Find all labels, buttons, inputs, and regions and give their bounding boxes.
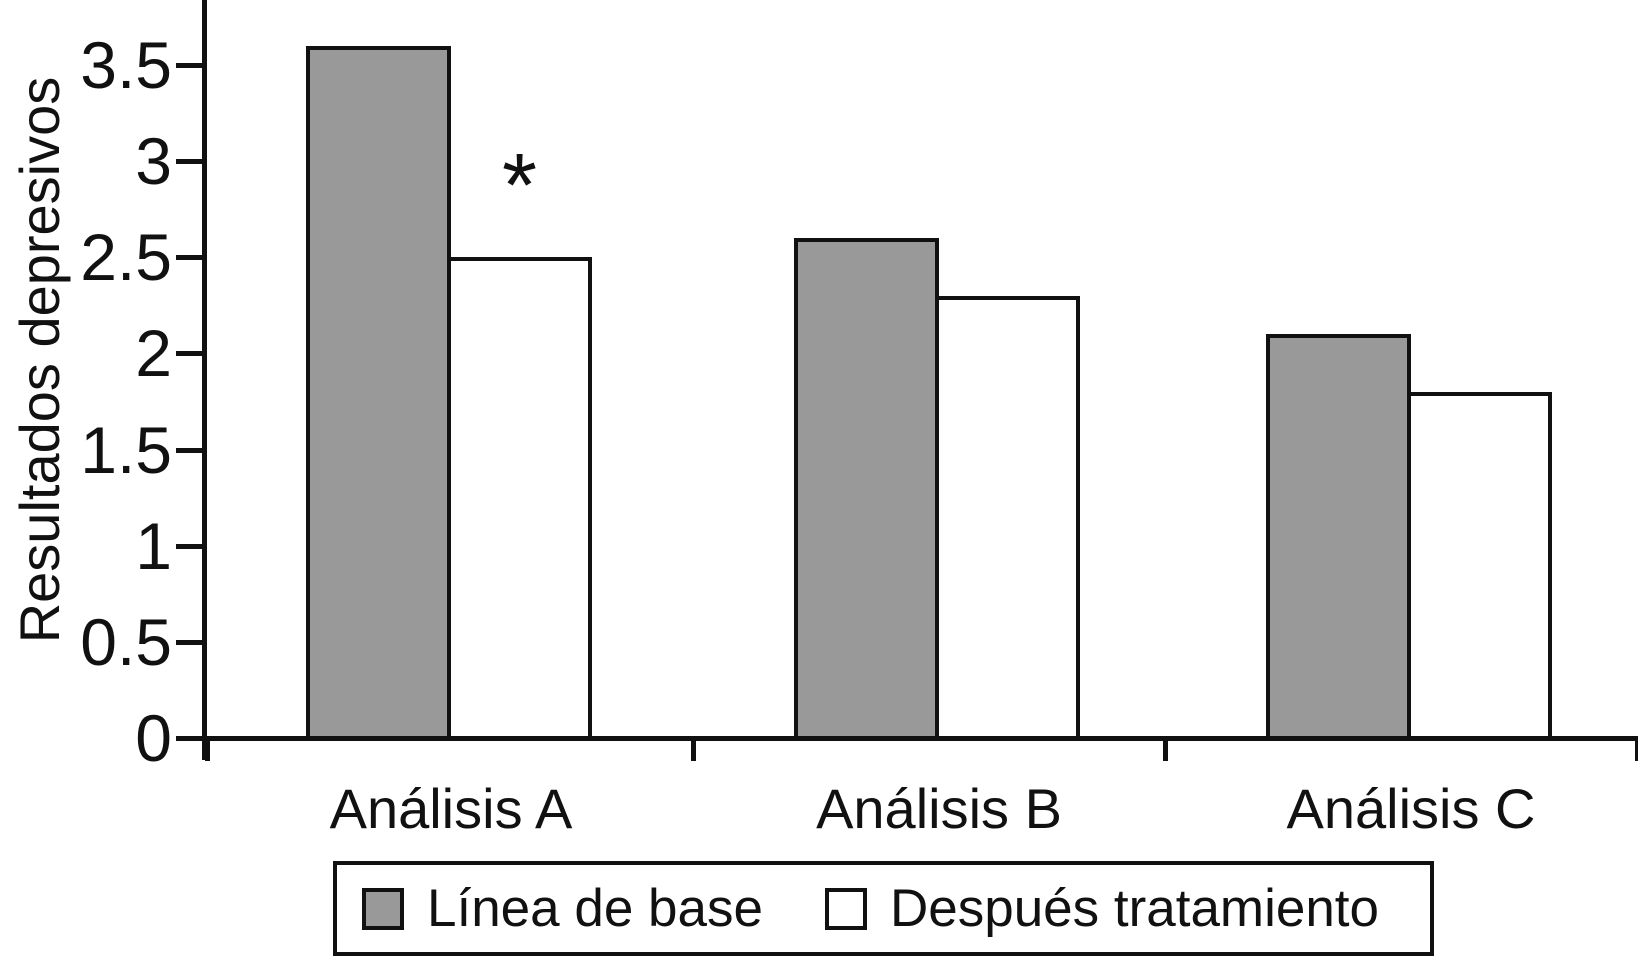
legend-label: Después tratamiento <box>889 879 1380 938</box>
y-axis-tick <box>176 544 207 549</box>
x-category-label-analisis-b: Análisis B <box>816 777 1062 840</box>
y-axis-tick <box>176 159 207 164</box>
x-axis-tick <box>1635 736 1638 761</box>
y-tick-label: 3.5 <box>80 28 172 102</box>
bar-linea-de-base-analisis-a <box>306 46 451 741</box>
legend-item-despues-tratamiento: Después tratamiento <box>824 879 1380 938</box>
legend-label: Línea de base <box>427 879 763 938</box>
legend-box: Línea de base Después tratamiento <box>333 861 1434 956</box>
y-axis-line <box>202 0 207 760</box>
significance-asterisk: * <box>501 136 538 236</box>
y-axis-tick <box>176 736 207 741</box>
y-tick-label: 1.5 <box>80 413 172 487</box>
y-axis-tick <box>176 448 207 453</box>
y-axis-tick <box>176 351 207 356</box>
bar-linea-de-base-analisis-c <box>1266 334 1411 741</box>
x-axis-line <box>202 736 1638 741</box>
legend-swatch-despues-tratamiento <box>824 887 867 930</box>
legend-swatch-linea-de-base <box>362 887 404 930</box>
y-tick-label: 0 <box>135 701 172 775</box>
legend-item-linea-de-base: Línea de base <box>362 882 763 935</box>
x-axis-tick <box>205 736 210 761</box>
y-tick-label: 2.5 <box>80 220 172 294</box>
y-axis-tick <box>176 63 207 68</box>
bar-despues-tratamiento-analisis-b <box>935 296 1080 741</box>
bar-despues-tratamiento-analisis-c <box>1407 392 1552 741</box>
bar-despues-tratamiento-analisis-a <box>447 257 592 741</box>
bar-linea-de-base-analisis-b <box>794 238 939 741</box>
y-tick-label: 0.5 <box>80 605 172 679</box>
y-axis-tick <box>176 255 207 260</box>
x-axis-tick <box>691 736 696 761</box>
y-tick-label: 3 <box>135 124 172 198</box>
x-category-label-analisis-a: Análisis A <box>329 777 573 840</box>
y-axis-tick <box>176 640 207 645</box>
y-tick-label: 1 <box>135 509 172 583</box>
x-category-label-analisis-c: Análisis C <box>1286 777 1536 840</box>
y-tick-label: 2 <box>135 316 172 390</box>
x-axis-tick <box>1163 736 1168 761</box>
